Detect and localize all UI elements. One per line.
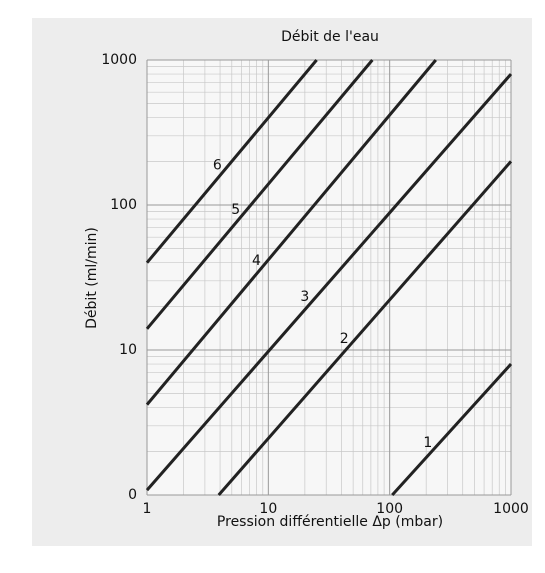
line bbox=[145, 59, 437, 406]
x-tick-label: 1 bbox=[143, 501, 152, 517]
line bbox=[217, 160, 513, 496]
line-label: 4 bbox=[252, 253, 261, 269]
line-label: 5 bbox=[231, 202, 240, 218]
line-label: 2 bbox=[340, 331, 349, 347]
grid bbox=[146, 59, 512, 496]
x-axis-label: Pression différentielle Δp (mbar) bbox=[217, 514, 443, 530]
line-label: 1 bbox=[423, 435, 432, 451]
line-label: 6 bbox=[213, 157, 222, 173]
line bbox=[145, 73, 513, 492]
x-tick-label: 1000 bbox=[493, 501, 529, 517]
y-tick-label: 1000 bbox=[101, 52, 137, 68]
x-tick-label: 100 bbox=[376, 501, 403, 517]
line bbox=[145, 59, 318, 264]
y-tick-label: 100 bbox=[110, 197, 137, 213]
chart-title: Débit de l'eau bbox=[281, 29, 379, 45]
y-tick-label: 10 bbox=[119, 342, 137, 358]
line bbox=[145, 59, 374, 330]
marks bbox=[145, 59, 513, 497]
line bbox=[391, 363, 513, 497]
x-tick-label: 10 bbox=[259, 501, 277, 517]
y-tick-label: 0 bbox=[128, 487, 137, 503]
line-label: 3 bbox=[300, 289, 309, 305]
y-axis-label: Débit (ml/min) bbox=[84, 227, 100, 329]
